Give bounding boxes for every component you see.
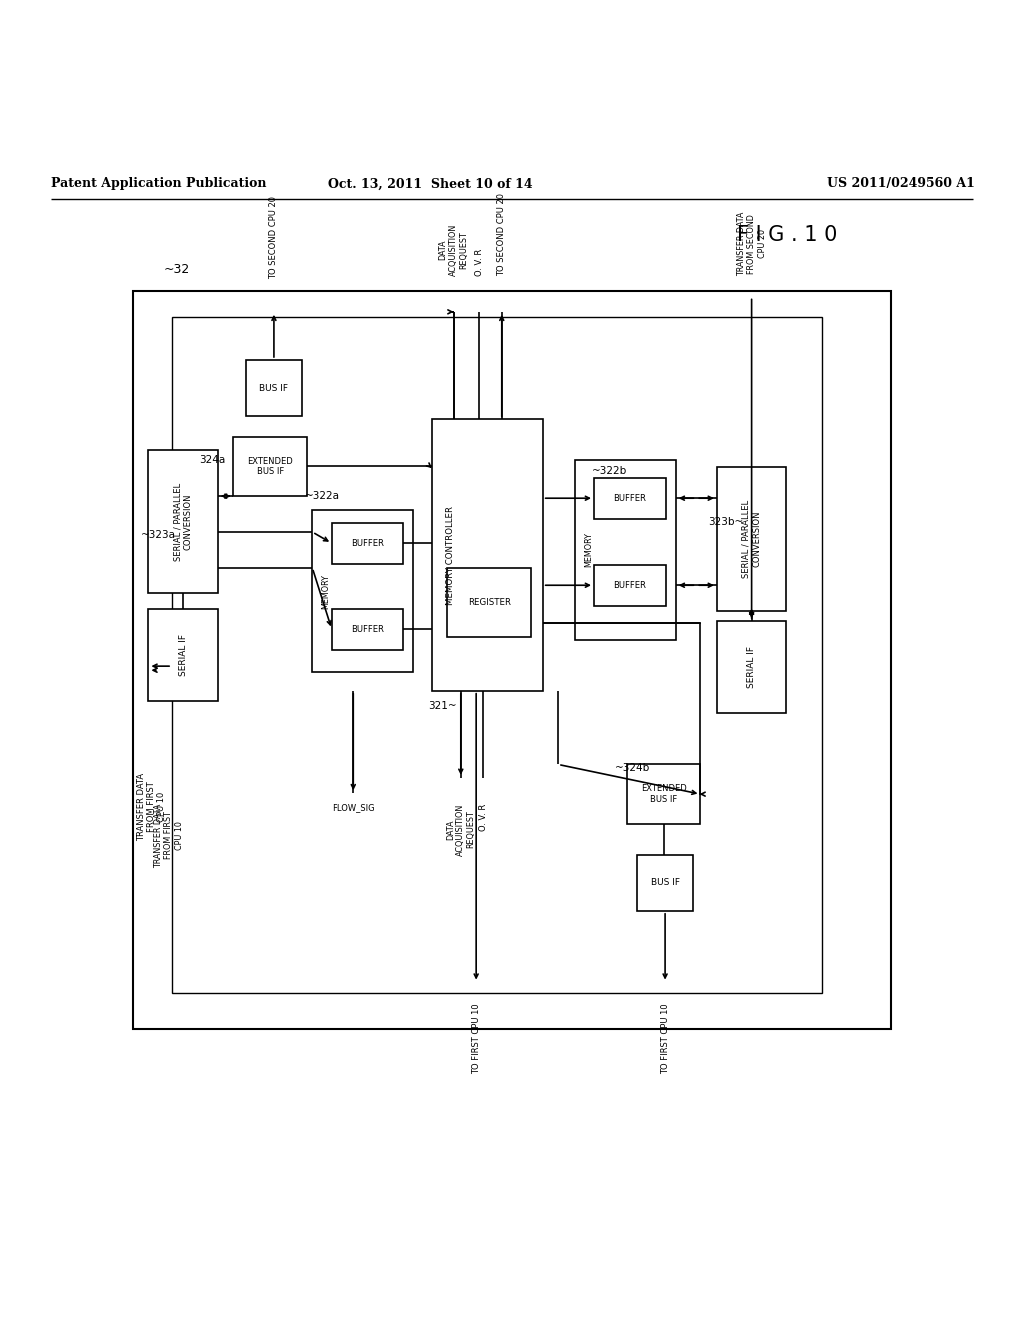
Text: TRANSFER DATA
FROM FIRST
CPU 10: TRANSFER DATA FROM FIRST CPU 10 (136, 772, 167, 841)
Text: Patent Application Publication: Patent Application Publication (51, 177, 266, 190)
Text: ~32: ~32 (164, 263, 190, 276)
Text: BUFFER: BUFFER (613, 494, 646, 503)
Text: TO FIRST CPU 10: TO FIRST CPU 10 (472, 1003, 480, 1073)
Bar (717, 467, 786, 611)
Bar (717, 622, 786, 713)
Bar (594, 478, 666, 519)
Text: TO SECOND CPU 20: TO SECOND CPU 20 (498, 193, 506, 276)
Text: TRANSFER DATA
FROM SECOND
CPU 20: TRANSFER DATA FROM SECOND CPU 20 (736, 211, 767, 276)
Text: BUFFER: BUFFER (351, 539, 384, 548)
Text: TO FIRST CPU 10: TO FIRST CPU 10 (660, 1003, 670, 1073)
Text: DATA
ACQUISITION
REQUEST: DATA ACQUISITION REQUEST (438, 224, 469, 276)
Bar (332, 609, 403, 649)
Text: FLOW_SIG: FLOW_SIG (332, 804, 375, 812)
Text: DATA
ACQUISITION
REQUEST: DATA ACQUISITION REQUEST (445, 804, 476, 855)
Text: 323b~: 323b~ (709, 516, 743, 527)
Text: REGISTER: REGISTER (468, 598, 511, 607)
Text: US 2011/0249560 A1: US 2011/0249560 A1 (827, 177, 975, 190)
Text: F I G . 1 0: F I G . 1 0 (737, 224, 838, 246)
Bar (246, 360, 302, 416)
Text: 321~: 321~ (428, 701, 457, 711)
Bar (233, 437, 307, 496)
Text: TO SECOND CPU 20: TO SECOND CPU 20 (269, 197, 279, 279)
Text: O. V. R: O. V. R (475, 248, 483, 276)
Text: SERIAL IF: SERIAL IF (179, 634, 187, 676)
Text: ~322a: ~322a (305, 491, 340, 502)
Bar (575, 461, 676, 639)
Text: MEMORY: MEMORY (322, 574, 330, 609)
Text: ~324b: ~324b (614, 763, 649, 772)
Bar (148, 450, 218, 594)
Bar (148, 609, 218, 701)
Text: Oct. 13, 2011  Sheet 10 of 14: Oct. 13, 2011 Sheet 10 of 14 (328, 177, 532, 190)
Text: BUS IF: BUS IF (259, 384, 289, 392)
Bar (432, 420, 543, 690)
Text: O. V. R: O. V. R (479, 804, 487, 830)
Bar (332, 523, 403, 564)
Text: SERIAL / PARALLEL
CONVERSION: SERIAL / PARALLEL CONVERSION (174, 483, 193, 561)
Bar (627, 764, 700, 824)
Text: BUFFER: BUFFER (351, 624, 384, 634)
Bar (637, 854, 693, 911)
Bar (172, 317, 822, 993)
Text: MEMORY: MEMORY (585, 532, 593, 568)
Text: 324a: 324a (199, 455, 225, 466)
Text: ~322b: ~322b (592, 466, 627, 475)
Text: TRANSFER DATA
FROM FIRST
CPU 10: TRANSFER DATA FROM FIRST CPU 10 (154, 804, 184, 867)
Text: BUFFER: BUFFER (613, 581, 646, 590)
Text: EXTENDED
BUS IF: EXTENDED BUS IF (248, 457, 293, 477)
Text: BUS IF: BUS IF (650, 878, 680, 887)
Text: MEMORY CONTROLLER: MEMORY CONTROLLER (446, 506, 455, 605)
Text: SERIAL IF: SERIAL IF (748, 647, 756, 688)
Bar (594, 565, 666, 606)
Bar (312, 511, 413, 672)
Text: ~323a: ~323a (141, 531, 176, 540)
Bar (447, 568, 531, 638)
Text: EXTENDED
BUS IF: EXTENDED BUS IF (641, 784, 686, 804)
Bar (133, 292, 891, 1028)
Text: SERIAL / PARALLEL
CONVERSION: SERIAL / PARALLEL CONVERSION (742, 500, 761, 578)
